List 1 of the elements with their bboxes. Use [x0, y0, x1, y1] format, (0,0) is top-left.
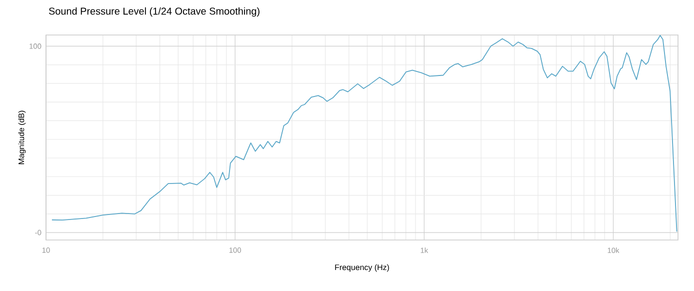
chart-title: Sound Pressure Level (1/24 Octave Smoothing) [48, 7, 260, 17]
